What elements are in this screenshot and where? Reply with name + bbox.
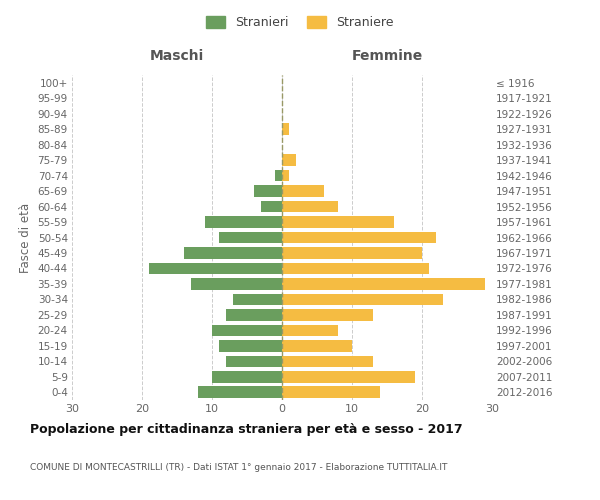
Text: Maschi: Maschi	[150, 48, 204, 62]
Bar	[275, 170, 282, 181]
Bar	[226, 356, 282, 367]
Bar	[282, 294, 443, 305]
Bar	[282, 309, 373, 320]
Bar	[282, 278, 485, 289]
Bar	[282, 386, 380, 398]
Bar	[282, 186, 324, 197]
Bar	[184, 247, 282, 259]
Y-axis label: Fasce di età: Fasce di età	[19, 202, 32, 272]
Bar	[282, 247, 422, 259]
Bar	[282, 262, 429, 274]
Bar	[233, 294, 282, 305]
Bar	[282, 124, 289, 135]
Bar	[191, 278, 282, 289]
Legend: Stranieri, Straniere: Stranieri, Straniere	[202, 11, 398, 34]
Bar	[282, 170, 289, 181]
Text: COMUNE DI MONTECASTRILLI (TR) - Dati ISTAT 1° gennaio 2017 - Elaborazione TUTTIT: COMUNE DI MONTECASTRILLI (TR) - Dati IST…	[30, 462, 448, 471]
Bar	[282, 371, 415, 382]
Bar	[198, 386, 282, 398]
Bar	[282, 216, 394, 228]
Bar	[282, 200, 338, 212]
Bar	[282, 356, 373, 367]
Bar	[282, 324, 338, 336]
Text: Femmine: Femmine	[352, 48, 422, 62]
Bar	[261, 200, 282, 212]
Bar	[282, 232, 436, 243]
Bar	[282, 154, 296, 166]
Bar	[219, 340, 282, 351]
Bar	[212, 371, 282, 382]
Bar	[282, 340, 352, 351]
Bar	[205, 216, 282, 228]
Bar	[254, 186, 282, 197]
Bar	[226, 309, 282, 320]
Text: Popolazione per cittadinanza straniera per età e sesso - 2017: Popolazione per cittadinanza straniera p…	[30, 422, 463, 436]
Bar	[219, 232, 282, 243]
Bar	[212, 324, 282, 336]
Bar	[149, 262, 282, 274]
